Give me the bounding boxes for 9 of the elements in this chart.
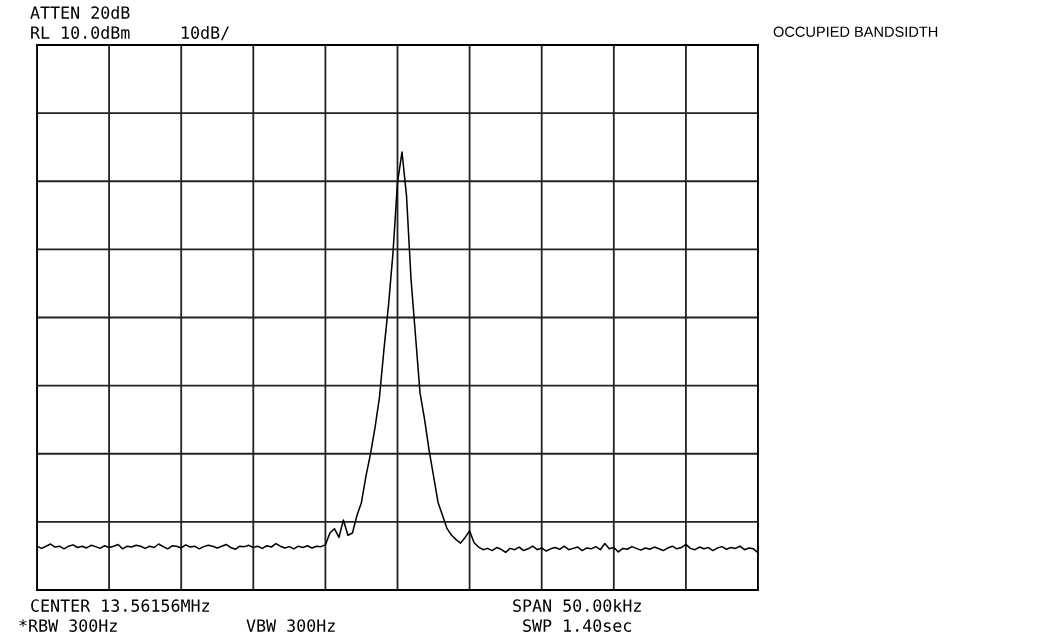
text: *RBW 300Hz bbox=[19, 619, 117, 632]
text: 10dB/ bbox=[182, 25, 229, 41]
text: CENTER 13.56156MHz bbox=[31, 599, 210, 612]
text: SWP 1.40sec bbox=[523, 619, 631, 632]
text: VBW 300Hz bbox=[246, 619, 335, 632]
text: SPAN 50.00kHz bbox=[513, 598, 641, 612]
text: OCCUPIED BANDSIDTH bbox=[773, 26, 938, 37]
text: ATTEN 20dB bbox=[30, 5, 130, 19]
text: RL 10.0dBm bbox=[31, 25, 130, 39]
